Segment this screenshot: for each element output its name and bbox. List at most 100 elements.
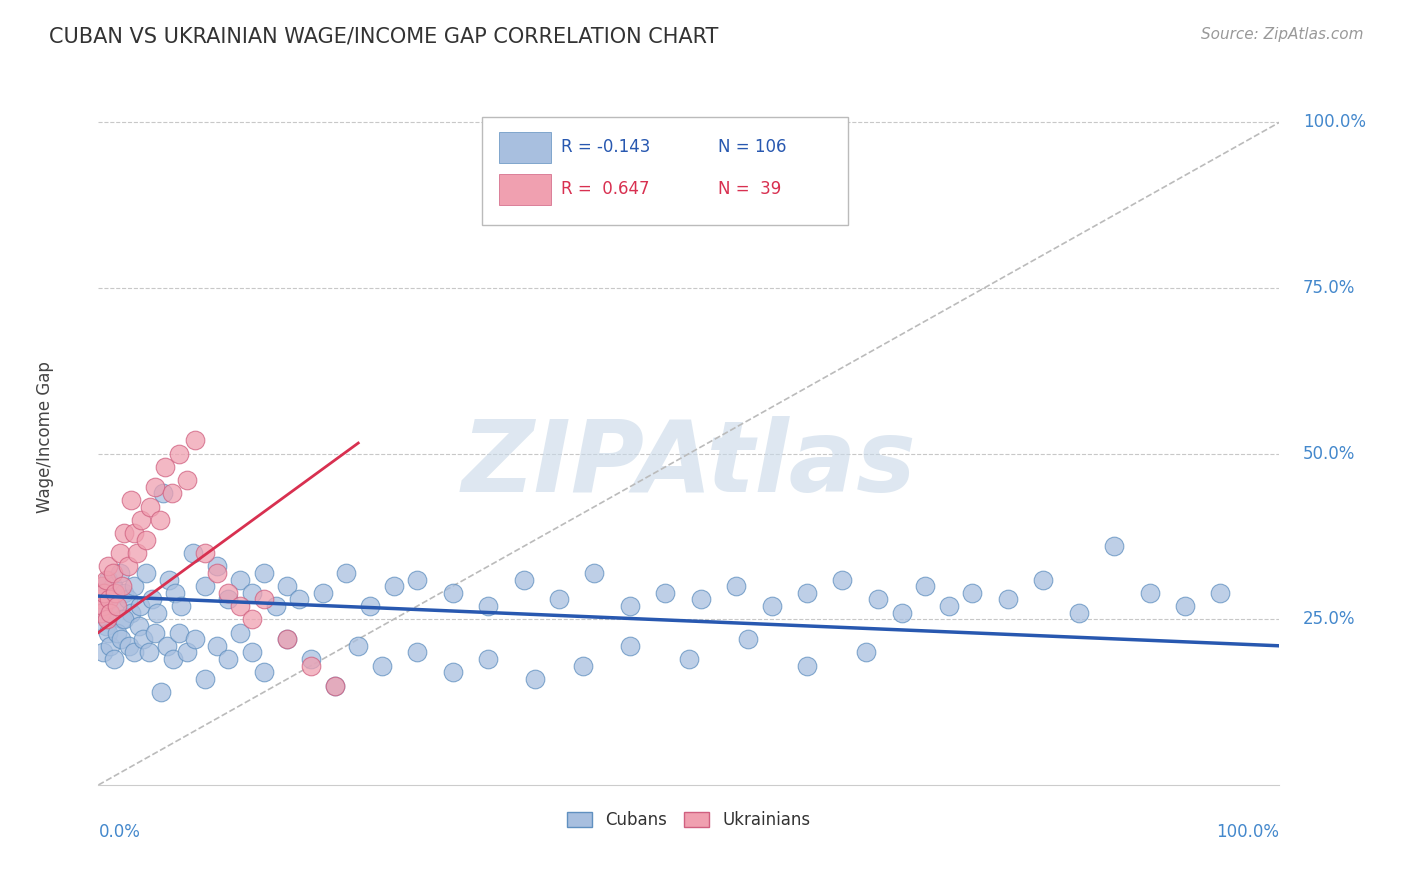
Point (1209, 586, 1232, 600)
Point (441, 586, 464, 600)
Point (229, 625, 252, 640)
Point (91, 579, 114, 593)
Point (654, 586, 676, 600)
Point (121, 493, 143, 508)
Point (253, 665, 276, 680)
Point (105, 599, 128, 613)
Point (184, 434, 207, 448)
Point (98, 606, 121, 620)
Point (91, 579, 114, 593)
Point (101, 566, 124, 580)
Point (138, 645, 160, 659)
Point (205, 566, 228, 580)
Point (264, 599, 287, 613)
Text: N = 106: N = 106 (718, 138, 787, 156)
Point (335, 566, 357, 580)
Point (831, 573, 853, 587)
Text: 100.0%: 100.0% (1303, 113, 1367, 131)
Point (205, 639, 228, 653)
Point (118, 639, 141, 653)
Point (91, 599, 114, 613)
Point (139, 500, 162, 514)
Point (111, 579, 134, 593)
Point (1102, 540, 1125, 554)
Point (229, 573, 252, 587)
Point (194, 579, 217, 593)
Point (127, 546, 149, 560)
Point (619, 639, 641, 653)
Point (176, 473, 198, 487)
Point (1032, 573, 1054, 587)
Point (583, 566, 606, 580)
Point (678, 652, 700, 666)
Text: Source: ZipAtlas.com: Source: ZipAtlas.com (1201, 27, 1364, 42)
Point (619, 599, 641, 613)
Point (725, 579, 748, 593)
Point (866, 592, 889, 607)
Point (167, 447, 190, 461)
Point (97, 573, 120, 587)
Point (89, 592, 111, 607)
Point (94, 619, 117, 633)
Legend: Cubans, Ukrainians: Cubans, Ukrainians (561, 805, 817, 836)
Point (149, 513, 172, 527)
Point (253, 592, 276, 607)
Point (112, 612, 135, 626)
Text: N =  39: N = 39 (718, 179, 782, 198)
Point (135, 533, 157, 547)
Point (98, 592, 121, 607)
Text: Wage/Income Gap: Wage/Income Gap (37, 361, 55, 513)
Point (512, 573, 534, 587)
Text: ZIPAtlas: ZIPAtlas (461, 417, 917, 514)
Point (132, 632, 155, 647)
Point (128, 599, 150, 613)
FancyBboxPatch shape (482, 117, 848, 225)
Point (170, 599, 193, 613)
Point (737, 632, 759, 647)
Point (94, 573, 117, 587)
Point (104, 586, 127, 600)
Point (157, 573, 180, 587)
Point (105, 599, 128, 613)
Point (276, 632, 298, 647)
Point (97, 625, 120, 640)
Point (276, 632, 298, 647)
Text: 75.0%: 75.0% (1303, 279, 1355, 297)
Point (167, 625, 190, 640)
Point (962, 586, 984, 600)
Text: R =  0.647: R = 0.647 (561, 179, 650, 198)
Text: 0.0%: 0.0% (98, 823, 141, 841)
Point (152, 486, 174, 500)
Point (146, 606, 169, 620)
Point (103, 652, 125, 666)
Point (162, 652, 184, 666)
Point (143, 625, 166, 640)
Point (229, 599, 252, 613)
Point (129, 513, 152, 527)
FancyBboxPatch shape (499, 174, 551, 204)
Point (1174, 599, 1197, 613)
Point (108, 566, 131, 580)
Point (112, 586, 135, 600)
Point (93, 586, 115, 600)
Point (112, 526, 135, 541)
Point (359, 599, 381, 613)
Point (111, 612, 134, 626)
Point (156, 639, 179, 653)
Text: 25.0%: 25.0% (1303, 610, 1355, 628)
Point (796, 586, 818, 600)
Point (524, 672, 547, 686)
Point (122, 579, 145, 593)
Point (288, 592, 311, 607)
Point (96, 612, 118, 626)
Point (347, 639, 370, 653)
Point (150, 685, 173, 699)
Point (796, 658, 818, 673)
Point (312, 586, 335, 600)
Point (141, 592, 163, 607)
Point (890, 606, 912, 620)
Point (98, 592, 121, 607)
Point (110, 632, 132, 647)
Point (194, 546, 217, 560)
Point (441, 665, 464, 680)
